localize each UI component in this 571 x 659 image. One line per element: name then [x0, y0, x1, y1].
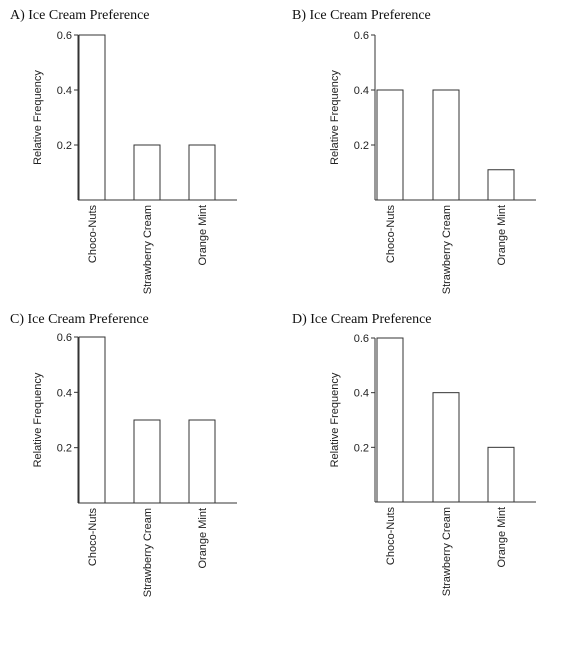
bar	[376, 337, 404, 503]
bar	[432, 89, 460, 201]
bar	[78, 34, 106, 201]
x-category-label: Orange Mint	[197, 508, 209, 569]
bar	[188, 419, 216, 504]
bar	[78, 336, 106, 504]
x-category-label: Choco-Nuts	[87, 508, 99, 567]
y-axis-title: Relative Frequency	[32, 372, 44, 467]
bar	[133, 144, 161, 201]
y-tick-label: 0.6	[354, 30, 369, 42]
y-tick-label: 0.2	[354, 442, 369, 454]
bar	[133, 419, 161, 504]
y-tick-label: 0.4	[354, 388, 369, 400]
x-category-label: Strawberry Cream	[142, 508, 154, 597]
chart-panel: B) Ice Cream Preference 0.2 0.4 0.6 Relative…	[292, 8, 536, 294]
x-category-label: Choco-Nuts	[385, 205, 397, 264]
y-axis-title: Relative Frequency	[329, 372, 341, 467]
bar	[487, 446, 515, 503]
y-tick-label: 0.4	[354, 85, 369, 97]
bar	[376, 89, 404, 201]
x-category-label: Strawberry Cream	[142, 205, 154, 294]
chart-title: B) Ice Cream Preference	[292, 8, 431, 23]
bar	[487, 169, 515, 201]
bar	[188, 144, 216, 201]
x-category-label: Choco-Nuts	[87, 205, 99, 264]
x-category-label: Choco-Nuts	[385, 507, 397, 566]
x-category-label: Orange Mint	[496, 507, 508, 568]
chart-title: D) Ice Cream Preference	[292, 312, 432, 327]
y-tick-label: 0.2	[57, 140, 72, 152]
x-category-label: Orange Mint	[496, 205, 508, 266]
y-axis-title: Relative Frequency	[329, 70, 341, 165]
y-tick-label: 0.6	[57, 30, 72, 42]
y-axis-title: Relative Frequency	[32, 70, 44, 165]
chart-panel: A) Ice Cream Preference 0.2 0.4 0.6 Relative…	[10, 8, 237, 294]
y-tick-label: 0.2	[354, 140, 369, 152]
chart-title: C) Ice Cream Preference	[10, 312, 149, 327]
x-category-label: Orange Mint	[197, 205, 209, 266]
x-category-label: Strawberry Cream	[441, 205, 453, 294]
chart-title: A) Ice Cream Preference	[10, 8, 150, 23]
chart-panel: D) Ice Cream Preference 0.2 0.4 0.6 Relative…	[292, 312, 536, 596]
y-tick-label: 0.6	[354, 333, 369, 345]
x-category-label: Strawberry Cream	[441, 507, 453, 596]
y-tick-label: 0.2	[57, 443, 72, 455]
y-tick-label: 0.4	[57, 85, 72, 97]
y-tick-label: 0.6	[57, 332, 72, 344]
bar	[432, 392, 460, 503]
chart-panel: C) Ice Cream Preference 0.2 0.4 0.6 Relative…	[10, 312, 237, 597]
y-tick-label: 0.4	[57, 387, 72, 399]
